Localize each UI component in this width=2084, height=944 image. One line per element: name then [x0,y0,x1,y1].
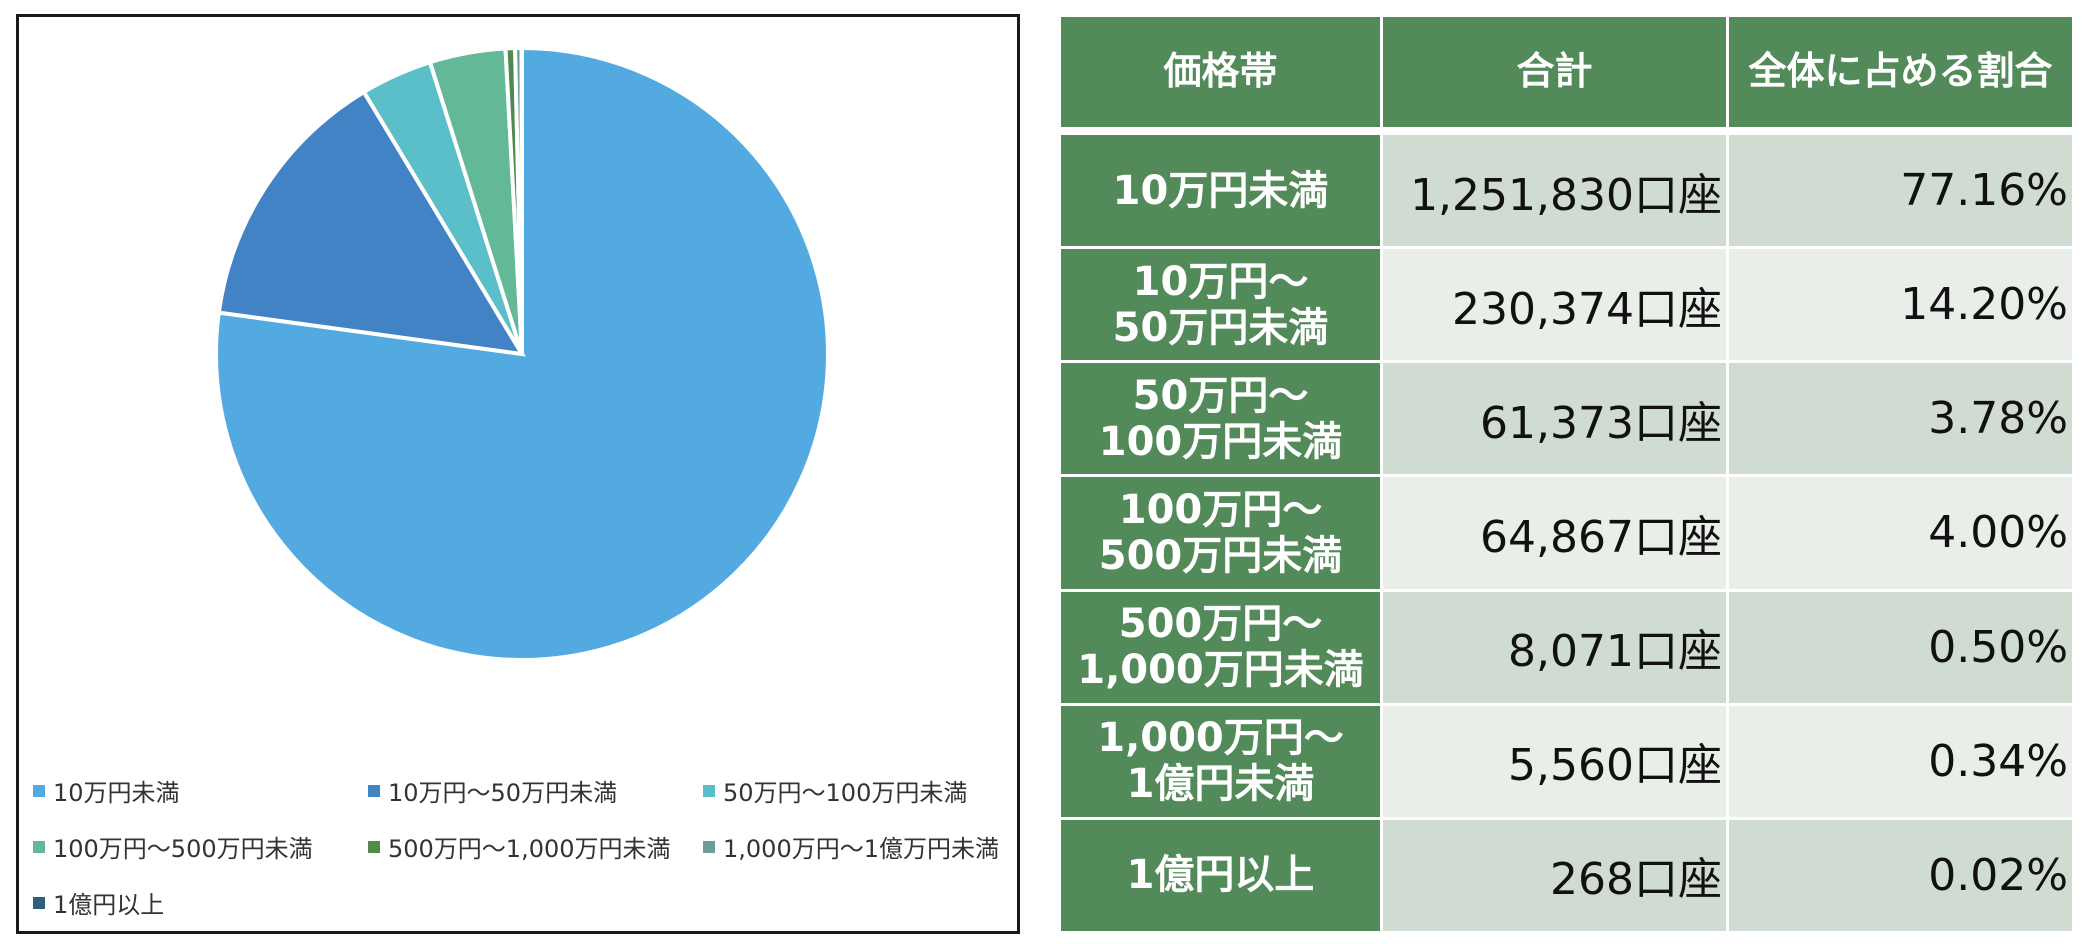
price-range-cell: 1,000万円～ 1億円未満 [1058,702,1383,820]
legend-label: 10万円～50万円未満 [388,779,618,807]
header-total: 合計 [1380,14,1729,130]
price-range-cell: 50万円～ 100万円未満 [1058,360,1383,478]
price-range-line: 1,000万円～ [1097,715,1344,762]
legend-item-4: 500万円～1,000万円未満 [368,829,671,864]
total-cell: 61,373口座 [1380,360,1729,478]
share-cell: 3.78% [1726,360,2075,478]
pie-chart [214,45,830,662]
total-cell: 5,560口座 [1380,702,1729,820]
pie-chart-panel: 10万円未満 10万円～50万円未満 50万円～100万円未満 100万円～500万円… [16,14,1020,934]
price-range-cell: 1億円以上 [1058,816,1383,935]
legend-label: 1億円以上 [53,891,165,919]
price-range-line: 1億円未満 [1126,761,1315,808]
legend-swatch [33,784,45,797]
legend-label: 10万円未満 [53,779,180,807]
table-row: 1億円以上 268口座 0.02% [1058,816,2075,935]
legend-swatch [703,840,715,853]
price-range-cell: 500万円～ 1,000万円未満 [1058,588,1383,706]
price-range-line: 500万円～ [1118,601,1323,648]
price-range-line: 100万円未満 [1098,418,1343,465]
share-cell: 0.02% [1726,816,2075,935]
price-range-line: 10万円～ [1132,258,1309,305]
legend-item-5: 1,000万円～1億万円未満 [703,829,999,864]
legend-label: 50万円～100万円未満 [723,779,968,807]
price-range-cell: 10万円～ 50万円未満 [1058,246,1383,364]
table-row: 10万円～ 50万円未満 230,374口座 14.20% [1058,246,2075,364]
price-range-table: 価格帯 合計 全体に占める割合 10万円未満 1,251,830口座 77.16% 1… [1058,14,2075,935]
legend-item-0: 10万円未満 [33,773,180,808]
legend-item-1: 10万円～50万円未満 [368,773,617,808]
table-row: 1,000万円～ 1億円未満 5,560口座 0.34% [1058,702,2075,820]
price-range-line: 10万円未満 [1112,167,1329,214]
share-cell: 0.34% [1726,702,2075,820]
legend-swatch [368,784,380,797]
price-range-line: 50万円未満 [1112,304,1329,351]
legend-swatch [368,840,380,853]
share-cell: 0.50% [1726,588,2075,706]
pie-slice-1 [216,89,526,357]
share-cell: 4.00% [1726,474,2075,592]
legend-label: 1,000万円～1億万円未満 [723,835,999,863]
price-range-cell: 100万円～ 500万円未満 [1058,474,1383,592]
legend-label: 100万円～500万円未満 [53,835,313,863]
total-cell: 64,867口座 [1380,474,1729,592]
table-header-row: 価格帯 合計 全体に占める割合 [1058,14,2075,130]
legend-swatch [703,784,715,797]
total-cell: 8,071口座 [1380,588,1729,706]
header-share: 全体に占める割合 [1726,14,2075,130]
table-row: 100万円～ 500万円未満 64,867口座 4.00% [1058,474,2075,592]
legend-swatch [33,896,45,909]
share-cell: 14.20% [1726,246,2075,364]
share-cell: 77.16% [1726,132,2075,250]
legend-item-3: 100万円～500万円未満 [33,829,313,864]
total-cell: 1,251,830口座 [1380,132,1729,250]
header-price-range: 価格帯 [1058,14,1383,130]
price-range-line: 50万円～ [1132,372,1309,419]
price-range-cell: 10万円未満 [1058,132,1383,250]
price-range-line: 1,000万円未満 [1077,647,1364,694]
table-row: 10万円未満 1,251,830口座 77.16% [1058,132,2075,250]
table-row: 500万円～ 1,000万円未満 8,071口座 0.50% [1058,588,2075,706]
legend-swatch [33,840,45,853]
legend-item-2: 50万円～100万円未満 [703,773,967,808]
legend-item-6: 1億円以上 [33,885,164,920]
price-range-line: 100万円～ [1118,486,1323,533]
price-range-line: 500万円未満 [1098,532,1343,579]
legend-label: 500万円～1,000万円未満 [388,835,671,863]
price-range-table-panel: 価格帯 合計 全体に占める割合 10万円未満 1,251,830口座 77.16% 1… [1058,14,2075,935]
total-cell: 268口座 [1380,816,1729,935]
price-range-line: 1億円以上 [1126,852,1315,899]
table-row: 50万円～ 100万円未満 61,373口座 3.78% [1058,360,2075,478]
total-cell: 230,374口座 [1380,246,1729,364]
